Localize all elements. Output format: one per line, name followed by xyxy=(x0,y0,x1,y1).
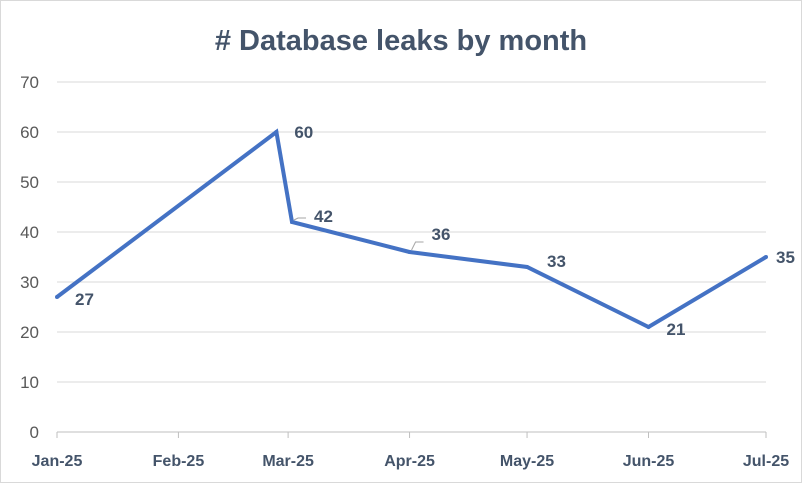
data-point xyxy=(407,250,412,254)
y-tick-label: 30 xyxy=(20,273,39,292)
data-label: 36 xyxy=(432,225,451,244)
x-tick-label: Jun-25 xyxy=(623,453,675,470)
data-point xyxy=(646,325,651,329)
x-tick-label: Apr-25 xyxy=(384,453,435,470)
data-label: 27 xyxy=(75,290,94,309)
x-axis: Jan-25 Feb-25 Mar-25 Apr-25 May-25 Jun-25 Jul-… xyxy=(32,432,789,470)
data-label: 33 xyxy=(547,252,566,271)
y-tick-label: 40 xyxy=(20,223,39,242)
x-tick-label: Jan-25 xyxy=(32,453,83,470)
data-label: 35 xyxy=(776,248,795,267)
gridlines xyxy=(57,81,766,433)
series-line xyxy=(55,128,768,330)
y-tick-label: 70 xyxy=(20,73,39,92)
y-axis: 0 10 20 30 40 50 60 70 xyxy=(20,73,39,442)
data-label: 60 xyxy=(294,123,313,142)
data-labels: 27 60 42 36 33 21 35 xyxy=(75,123,795,339)
data-label: 42 xyxy=(314,207,333,226)
data-label: 21 xyxy=(666,320,685,339)
data-point xyxy=(290,220,295,224)
data-point xyxy=(764,255,768,259)
y-tick-label: 60 xyxy=(20,123,39,142)
data-point xyxy=(525,265,530,269)
x-tick-label: Jul-25 xyxy=(743,453,789,470)
y-tick-label: 10 xyxy=(20,373,39,392)
data-point xyxy=(274,130,279,134)
label-leader-line xyxy=(411,241,424,251)
label-leader-line xyxy=(293,217,307,221)
chart-title: # Database leaks by month xyxy=(215,25,587,57)
x-tick-label: Mar-25 xyxy=(262,453,314,470)
y-tick-label: 20 xyxy=(20,323,39,342)
data-point xyxy=(55,295,59,299)
x-tick-label: May-25 xyxy=(500,453,554,470)
series-layer xyxy=(55,128,768,330)
x-tick-label: Feb-25 xyxy=(153,453,205,470)
y-tick-label: 0 xyxy=(30,423,39,442)
y-tick-label: 50 xyxy=(20,173,39,192)
